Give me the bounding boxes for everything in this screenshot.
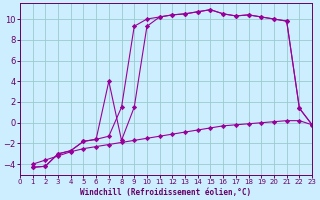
X-axis label: Windchill (Refroidissement éolien,°C): Windchill (Refroidissement éolien,°C) (80, 188, 252, 197)
